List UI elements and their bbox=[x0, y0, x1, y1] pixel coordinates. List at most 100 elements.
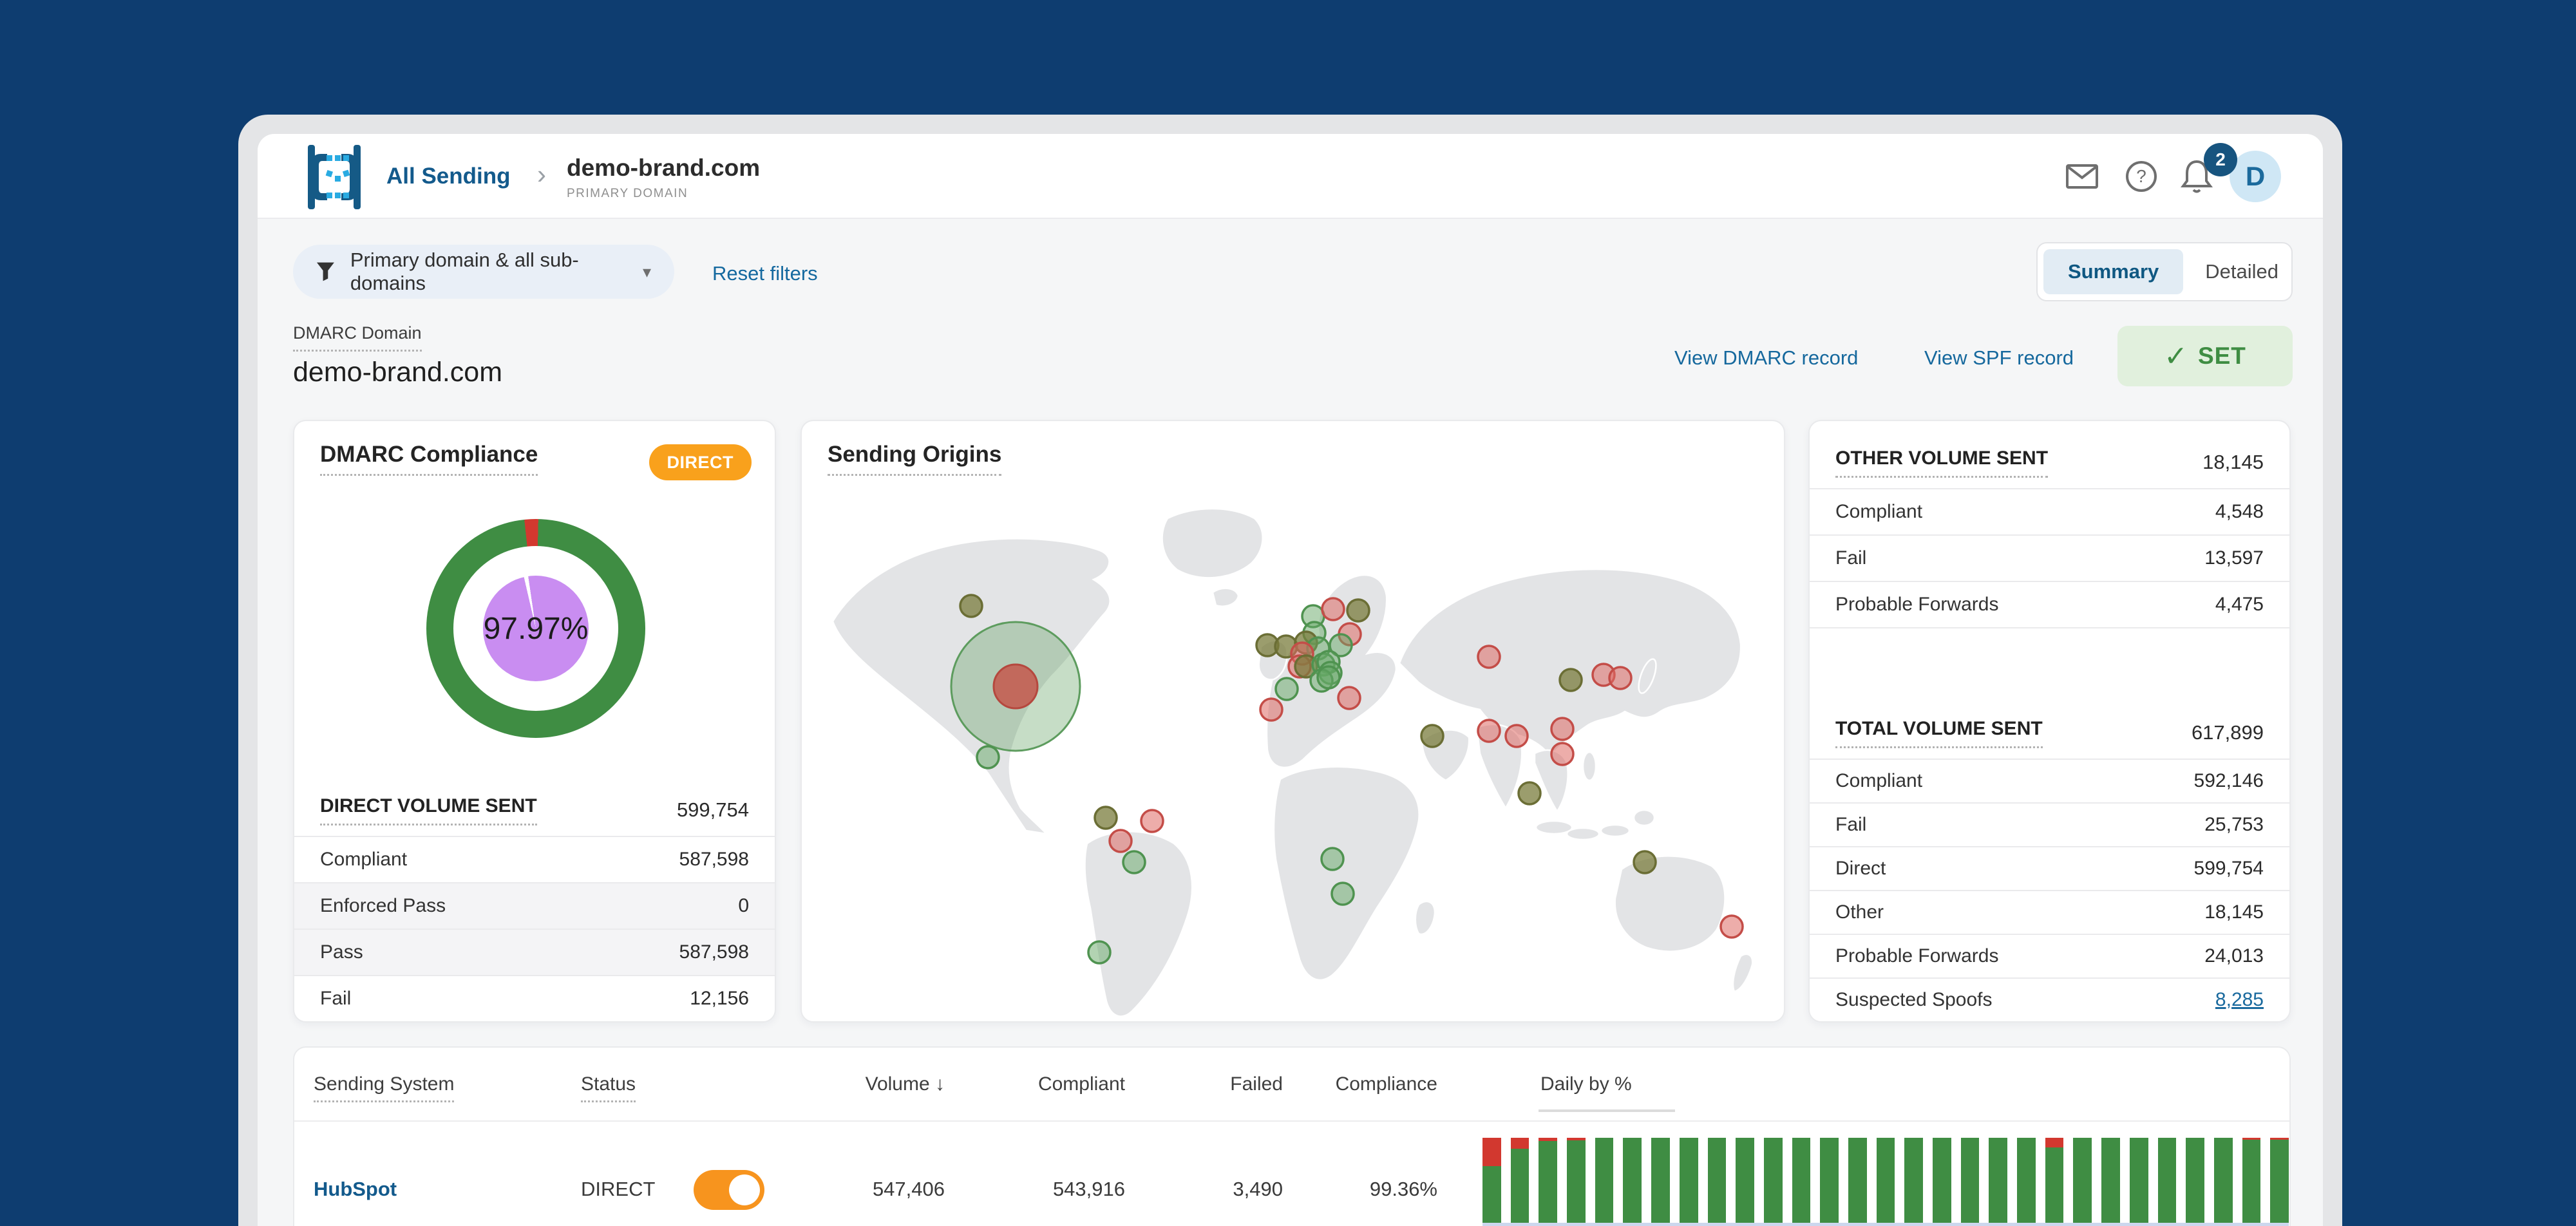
col-daily-by-pct[interactable]: Daily by % bbox=[1540, 1073, 1632, 1095]
domain-filter-dropdown[interactable]: Primary domain & all sub-domains ▾ bbox=[293, 245, 674, 299]
table-row: Suspected Spoofs 8,285 bbox=[1810, 977, 2289, 1021]
origin-dot[interactable] bbox=[1259, 697, 1283, 722]
direct-volume-header: DIRECT VOLUME SENT bbox=[320, 795, 537, 825]
app-window: All Sending › demo-brand.com PRIMARY DOM… bbox=[238, 115, 2342, 1226]
origin-dot[interactable] bbox=[1608, 666, 1633, 690]
origin-dot[interactable] bbox=[1122, 850, 1146, 874]
table-header-divider bbox=[294, 1120, 2289, 1122]
breadcrumb-all-sending[interactable]: All Sending bbox=[386, 164, 511, 189]
sending-system-link[interactable]: HubSpot bbox=[314, 1178, 397, 1200]
notifications-bell-icon[interactable] bbox=[2181, 134, 2213, 219]
origin-dot[interactable] bbox=[1274, 677, 1299, 701]
app-window-inner: All Sending › demo-brand.com PRIMARY DOM… bbox=[258, 134, 2323, 1226]
origin-dot[interactable] bbox=[1504, 724, 1529, 748]
row-label: Fail bbox=[320, 988, 352, 1009]
daily-bar bbox=[2186, 1138, 2204, 1223]
notification-count-badge[interactable]: 2 bbox=[2204, 143, 2237, 176]
dmarcian-logo bbox=[295, 145, 374, 212]
view-spf-record-link[interactable]: View SPF record bbox=[1924, 346, 2074, 369]
tab-detailed[interactable]: Detailed bbox=[2205, 260, 2279, 283]
row-value: 25,753 bbox=[2204, 814, 2264, 835]
map-iceland bbox=[1211, 587, 1240, 607]
daily-bar bbox=[1651, 1138, 1670, 1223]
daily-bar bbox=[1876, 1138, 1895, 1223]
set-label: SET bbox=[2197, 343, 2246, 369]
view-dmarc-record-link[interactable]: View DMARC record bbox=[1674, 346, 1859, 369]
origin-dot[interactable] bbox=[1087, 940, 1112, 965]
origin-dot[interactable] bbox=[1550, 717, 1575, 741]
sending-systems-table: Sending System Status Volume ↓ Compliant… bbox=[293, 1046, 2291, 1226]
volume-summary-card: OTHER VOLUME SENT 18,145 Compliant 4,548… bbox=[1808, 420, 2291, 1023]
row-value: 4,548 bbox=[2215, 501, 2264, 522]
col-status[interactable]: Status bbox=[581, 1073, 636, 1102]
daily-bar bbox=[1623, 1138, 1642, 1223]
table-row: Pass 587,598 bbox=[294, 929, 775, 975]
reset-filters-link[interactable]: Reset filters bbox=[712, 262, 818, 285]
dmarc-compliance-card: DMARC Compliance DIRECT 97.97% DIRECT VO… bbox=[293, 420, 776, 1023]
help-icon[interactable]: ? bbox=[2125, 134, 2157, 219]
dmarc-domain-name: demo-brand.com bbox=[293, 357, 503, 388]
col-volume-sort[interactable]: Volume ↓ bbox=[865, 1073, 945, 1095]
daily-bar bbox=[2270, 1138, 2289, 1223]
sending-origins-card: Sending Origins bbox=[800, 420, 1785, 1023]
compliance-card-title: DMARC Compliance bbox=[320, 442, 538, 476]
col-failed[interactable]: Failed bbox=[1230, 1073, 1283, 1095]
origin-dot[interactable] bbox=[1108, 829, 1133, 853]
col-compliant[interactable]: Compliant bbox=[1037, 1073, 1125, 1095]
suspected-spoofs-link[interactable]: 8,285 bbox=[2215, 989, 2264, 1010]
col-compliance[interactable]: Compliance bbox=[1335, 1073, 1437, 1095]
row-compliant: 543,916 bbox=[1052, 1178, 1125, 1200]
origin-dot[interactable] bbox=[1320, 847, 1345, 871]
avatar[interactable]: D bbox=[2230, 151, 2281, 202]
row-value: 12,156 bbox=[690, 988, 749, 1009]
origin-dot[interactable] bbox=[1517, 781, 1542, 806]
origin-dot[interactable] bbox=[976, 745, 1000, 769]
origin-dot[interactable] bbox=[1346, 598, 1370, 623]
compliance-donut-outer: 97.97% bbox=[426, 519, 645, 738]
row-status: DIRECT bbox=[581, 1178, 656, 1200]
row-value: 587,598 bbox=[679, 849, 749, 870]
origin-dot[interactable] bbox=[1550, 742, 1575, 766]
table-row: Probable Forwards 4,475 bbox=[1810, 581, 2289, 627]
row-value: 587,598 bbox=[679, 941, 749, 963]
domain-filter-label: Primary domain & all sub-domains bbox=[350, 249, 579, 294]
table-row: Probable Forwards 24,013 bbox=[1810, 934, 2289, 977]
origin-dot[interactable] bbox=[1719, 914, 1744, 939]
tab-summary[interactable]: Summary bbox=[2043, 249, 2184, 294]
row-label: Suspected Spoofs bbox=[1835, 989, 1993, 1010]
origin-dot[interactable] bbox=[1420, 724, 1444, 748]
daily-bar bbox=[2129, 1138, 2148, 1223]
map-australia bbox=[1614, 855, 1726, 952]
daily-bar bbox=[1960, 1138, 1980, 1223]
origin-dot[interactable] bbox=[959, 594, 983, 618]
origin-dot[interactable] bbox=[1321, 597, 1345, 621]
origin-dot[interactable] bbox=[1094, 806, 1118, 830]
origin-dot[interactable] bbox=[1633, 850, 1657, 874]
table-row: Compliant 587,598 bbox=[294, 836, 775, 882]
status-toggle[interactable] bbox=[694, 1170, 764, 1210]
row-label: Direct bbox=[1835, 858, 1886, 879]
col-sending-system[interactable]: Sending System bbox=[314, 1073, 455, 1102]
row-failed: 3,490 bbox=[1233, 1178, 1283, 1200]
daily-compliance-bar-chart bbox=[1482, 1138, 2289, 1223]
map-indonesia bbox=[1566, 827, 1600, 841]
origin-dot[interactable] bbox=[1337, 686, 1361, 710]
breadcrumb-domain-name: demo-brand.com bbox=[567, 155, 761, 181]
daily-bar bbox=[1567, 1138, 1586, 1223]
daily-bar bbox=[1510, 1138, 1530, 1223]
row-volume: 547,406 bbox=[872, 1178, 945, 1200]
daily-bar bbox=[2213, 1138, 2233, 1223]
row-compliance: 99.36% bbox=[1369, 1178, 1437, 1200]
origin-dot[interactable] bbox=[1558, 668, 1583, 692]
daily-bar bbox=[2017, 1138, 2036, 1223]
origin-dot[interactable] bbox=[1140, 809, 1164, 833]
origin-dot[interactable] bbox=[1477, 645, 1501, 669]
origin-dot[interactable] bbox=[1477, 719, 1501, 743]
origin-dot[interactable] bbox=[1316, 665, 1341, 690]
dmarc-set-button[interactable]: ✓ SET bbox=[2117, 326, 2293, 386]
mail-icon[interactable] bbox=[2066, 134, 2098, 219]
daily-bar bbox=[1933, 1138, 1951, 1223]
us-volume-bubble-core[interactable] bbox=[992, 663, 1039, 710]
map-africa bbox=[1273, 766, 1420, 981]
origin-dot[interactable] bbox=[1331, 882, 1355, 906]
